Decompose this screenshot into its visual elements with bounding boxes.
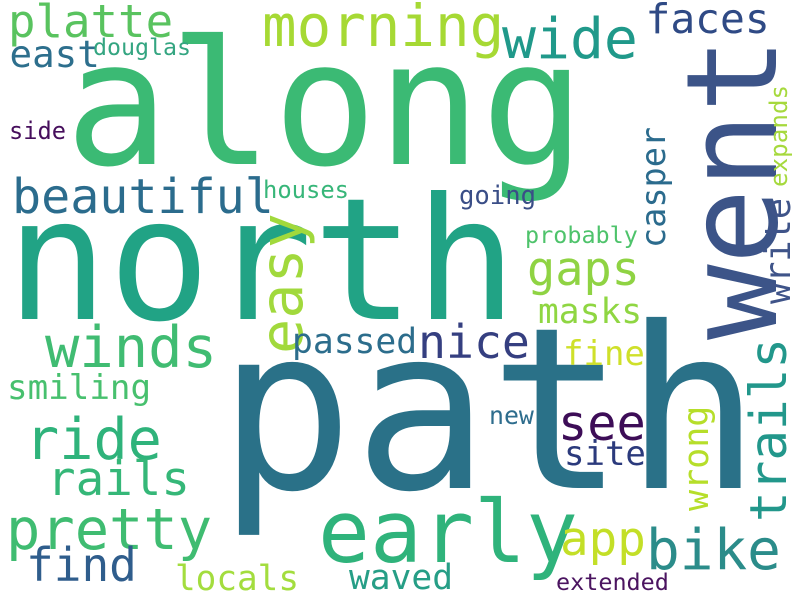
word-early: early	[318, 483, 579, 583]
word-platte: platte	[8, 0, 174, 48]
word-along: along	[65, 3, 586, 205]
word-bike: bike	[646, 518, 781, 583]
word-path: path	[218, 280, 761, 542]
word-casper: casper	[634, 126, 673, 248]
word-side: side	[9, 116, 66, 145]
word-rails: rails	[47, 451, 190, 507]
word-faces: faces	[645, 0, 770, 43]
word-gaps: gaps	[527, 241, 640, 297]
word-locals: locals	[175, 559, 300, 599]
word-trails: trails	[740, 337, 799, 522]
word-houses: houses	[263, 176, 350, 204]
word-expands: expands	[764, 84, 793, 187]
word-waved: waved	[349, 558, 453, 598]
word-going: going	[459, 180, 536, 211]
word-masks: masks	[538, 291, 642, 332]
word-passed: passed	[292, 322, 418, 362]
word-fine: fine	[563, 333, 645, 374]
word-site: site	[564, 434, 646, 474]
word-probably: probably	[525, 220, 638, 249]
word-extended: extended	[556, 567, 669, 596]
word-wide: wide	[502, 6, 638, 72]
word-beautiful: beautiful	[12, 168, 274, 225]
word-ride: ride	[25, 406, 162, 473]
word-douglas: douglas	[93, 33, 192, 61]
word-winds: winds	[45, 315, 217, 381]
word-write: write	[758, 197, 799, 304]
word-morning: morning	[262, 0, 505, 60]
word-east: east	[9, 32, 100, 76]
word-find: find	[26, 538, 137, 592]
word-north: north	[6, 161, 518, 360]
word-pretty: pretty	[6, 497, 213, 563]
word-smiling: smiling	[7, 367, 152, 408]
word-see: see	[558, 395, 646, 452]
word-app: app	[560, 511, 646, 567]
word-nice: nice	[418, 314, 530, 369]
word-wrong: wrong	[676, 405, 717, 511]
word-new: new	[489, 400, 534, 430]
